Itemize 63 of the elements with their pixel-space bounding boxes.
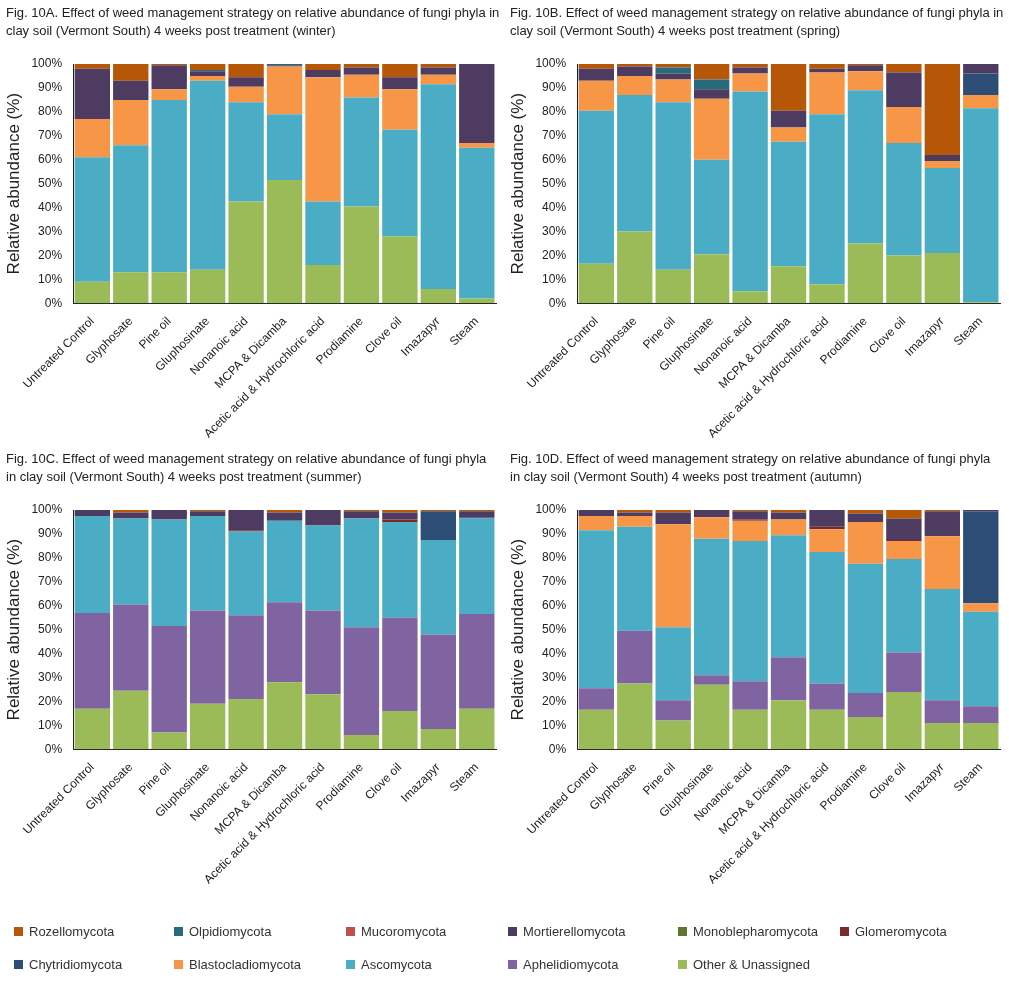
y-tick-label: 70% bbox=[38, 574, 63, 589]
y-tick-label: 60% bbox=[38, 152, 63, 167]
legend-label: Ascomycota bbox=[361, 957, 432, 972]
y-tick-label: 40% bbox=[38, 645, 63, 660]
y-tick-label: 50% bbox=[542, 175, 567, 190]
y-tick-label: 80% bbox=[38, 550, 63, 565]
y-tick-label: 70% bbox=[542, 128, 567, 143]
chart-title: Fig. 10C. Effect of weed management strategy on relative abundance of fungi phyla in clay soil (Vermont South) 4 weeks post treatment (summer) bbox=[5, 450, 488, 486]
y-tick-label: 40% bbox=[38, 199, 63, 214]
legend-label: Chytridiomycota bbox=[29, 957, 123, 972]
legend-label: Mortierellomycota bbox=[523, 924, 626, 939]
y-tick-label: 40% bbox=[542, 645, 567, 660]
y-tick-label: 30% bbox=[542, 669, 567, 684]
y-tick-label: 0% bbox=[548, 295, 567, 310]
legend-label: Glomeromycota bbox=[855, 924, 947, 939]
y-tick-label: 70% bbox=[542, 574, 567, 589]
chart-title: Fig. 10A. Effect of weed management strategy on relative abundance of fungi phyla in clay soil (Vermont South) 4 weeks post treatment (winter) bbox=[5, 4, 501, 40]
y-tick-label: 80% bbox=[542, 104, 567, 119]
y-tick-label: 20% bbox=[542, 247, 567, 262]
y-tick-label: 70% bbox=[38, 128, 63, 143]
y-tick-label: 100% bbox=[535, 502, 567, 517]
y-tick-label: 50% bbox=[38, 175, 63, 190]
legend-label: Other & Unassigned bbox=[693, 957, 811, 972]
y-tick-label: 20% bbox=[38, 693, 63, 708]
y-axis-title: Relative abundance (%) bbox=[3, 538, 23, 721]
y-tick-label: 60% bbox=[38, 598, 63, 613]
y-tick-label: 30% bbox=[542, 223, 567, 238]
y-tick-label: 90% bbox=[542, 80, 567, 95]
legend-label: Blastocladiomycota bbox=[189, 957, 301, 972]
y-tick-label: 0% bbox=[548, 741, 567, 756]
y-tick-label: 30% bbox=[38, 223, 63, 238]
y-tick-label: 10% bbox=[38, 271, 63, 286]
y-axis-title: Relative abundance (%) bbox=[507, 92, 527, 275]
y-tick-label: 100% bbox=[535, 56, 567, 71]
y-axis-title: Relative abundance (%) bbox=[507, 538, 527, 721]
y-tick-label: 90% bbox=[38, 526, 63, 541]
legend-label: Mucoromycota bbox=[361, 924, 447, 939]
y-tick-label: 90% bbox=[38, 80, 63, 95]
y-tick-label: 80% bbox=[38, 104, 63, 119]
y-tick-label: 100% bbox=[31, 502, 63, 517]
y-tick-label: 30% bbox=[38, 669, 63, 684]
y-tick-label: 0% bbox=[44, 741, 63, 756]
y-tick-label: 80% bbox=[542, 550, 567, 565]
y-tick-label: 90% bbox=[542, 526, 567, 541]
legend-label: Olpidiomycota bbox=[189, 924, 272, 939]
legend-label: Monoblepharomycota bbox=[693, 924, 819, 939]
y-tick-label: 20% bbox=[542, 693, 567, 708]
y-axis-title: Relative abundance (%) bbox=[3, 92, 23, 275]
y-tick-label: 10% bbox=[542, 271, 567, 286]
y-tick-label: 100% bbox=[31, 56, 63, 71]
legend-label: Aphelidiomycota bbox=[523, 957, 619, 972]
y-tick-label: 40% bbox=[542, 199, 567, 214]
y-tick-label: 50% bbox=[38, 621, 63, 636]
y-tick-label: 10% bbox=[38, 717, 63, 732]
y-tick-label: 0% bbox=[44, 295, 63, 310]
chart-title: Fig. 10B. Effect of weed management strategy on relative abundance of fungi phyla in clay soil (Vermont South) 4 weeks post treatment (spring) bbox=[509, 4, 1005, 40]
legend-label: Rozellomycota bbox=[29, 924, 115, 939]
y-tick-label: 50% bbox=[542, 621, 567, 636]
y-tick-label: 20% bbox=[38, 247, 63, 262]
y-tick-label: 60% bbox=[542, 152, 567, 167]
y-tick-label: 10% bbox=[542, 717, 567, 732]
y-tick-label: 60% bbox=[542, 598, 567, 613]
chart-title: Fig. 10D. Effect of weed management strategy on relative abundance of fungi phyla in clay soil (Vermont South) 4 weeks post treatment (autumn) bbox=[509, 450, 992, 486]
